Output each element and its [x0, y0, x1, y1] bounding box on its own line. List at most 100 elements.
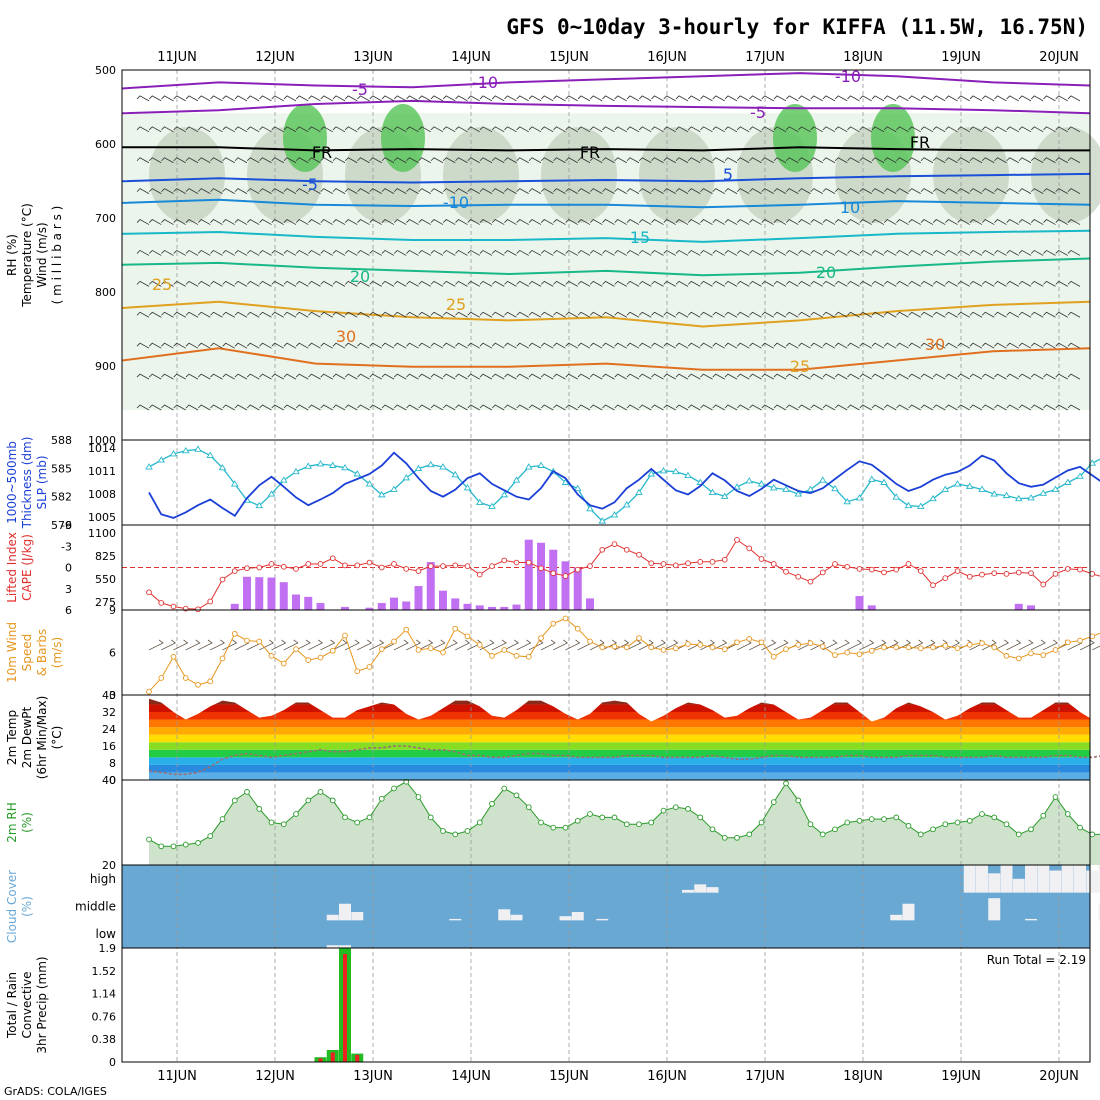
- wind-barb: [687, 311, 701, 318]
- rh-point: [697, 814, 704, 821]
- wind-barb: [1067, 311, 1081, 318]
- x-day-label-top: 15JUN: [549, 50, 589, 65]
- wind-barb: [712, 219, 725, 225]
- wind-barb: [479, 280, 493, 287]
- wind-barb: [210, 249, 223, 256]
- wind-barb: [981, 373, 995, 380]
- wind-speed-point: [378, 646, 385, 652]
- thickness-point: [953, 480, 962, 487]
- wind-barb: [1067, 188, 1081, 194]
- isotherm-label: 20: [816, 263, 836, 282]
- isotherm-label: 20: [350, 267, 370, 286]
- wind-barb: [540, 311, 554, 318]
- isotherm-line: [122, 146, 1090, 152]
- wind-barb: [969, 373, 983, 380]
- wind-barb: [259, 249, 272, 256]
- wind-barb: [602, 188, 615, 194]
- wind-barb: [259, 280, 272, 287]
- wind-barb: [430, 373, 444, 380]
- wind-barb: [749, 373, 762, 380]
- wind-barb: [773, 342, 787, 349]
- wind-barb: [516, 249, 529, 256]
- wind-barb: [981, 342, 995, 349]
- wind-barb: [344, 249, 358, 256]
- cape-bar: [855, 596, 864, 610]
- slp-line: [148, 451, 1100, 519]
- wind-barb: [1006, 126, 1019, 133]
- wind-barb: [847, 280, 860, 287]
- wind-speed-point: [979, 640, 985, 647]
- wind-barb: [908, 188, 921, 194]
- wind-barb: [1043, 126, 1056, 133]
- wind-barb: [332, 404, 346, 411]
- wind-barb: [357, 373, 370, 380]
- thickness-point: [867, 475, 876, 482]
- rh-field-saturated-blob: [773, 104, 817, 172]
- wind-speed-point: [917, 645, 924, 652]
- wind-barb: [773, 404, 787, 411]
- thickness-point: [206, 451, 215, 458]
- rh-field-saturated-blob: [381, 104, 425, 172]
- wind-speed-point: [819, 643, 826, 650]
- wind-barb: [234, 157, 248, 164]
- lifted-index-point: [856, 566, 863, 572]
- wind-panel-title: Speed: [20, 634, 34, 672]
- wind-barb: [271, 188, 284, 194]
- lifted-index-point: [599, 546, 606, 553]
- thickness-point: [586, 504, 594, 512]
- wind-barb: [406, 157, 419, 164]
- wind-speed-point: [611, 643, 618, 650]
- wind-barb: [479, 342, 493, 349]
- rh-point: [182, 841, 189, 848]
- wind-barb: [491, 249, 505, 256]
- wind-barb: [626, 157, 640, 164]
- wind-barb: [908, 404, 921, 411]
- cape-right-tick-label: 275: [95, 596, 116, 609]
- wind-barb: [871, 404, 885, 411]
- wind-barb: [246, 404, 260, 411]
- wind-barb: [1030, 342, 1044, 349]
- lifted-index-point: [758, 556, 765, 562]
- rh-point: [158, 843, 165, 850]
- wind-barb: [455, 373, 468, 380]
- thickness-point: [659, 467, 668, 474]
- wind-panel-title: & Barbs: [35, 629, 49, 677]
- wind-barb: [553, 95, 566, 102]
- wind-barb: [259, 126, 272, 133]
- wind-barb: [626, 188, 640, 194]
- cape-bar: [230, 603, 239, 610]
- wind-barb: [994, 404, 1007, 411]
- cape-bar: [1014, 603, 1023, 610]
- wind-barb: [479, 188, 493, 194]
- wind-barb: [197, 342, 211, 349]
- lifted-index-point: [219, 576, 226, 583]
- wind-barb: [148, 157, 162, 164]
- wind-barb: [430, 219, 444, 225]
- wind-barb: [430, 157, 444, 164]
- wind-barb: [896, 95, 909, 102]
- wind-barb: [467, 188, 480, 194]
- lifted-index-point: [844, 563, 851, 570]
- wind-barb: [210, 219, 223, 225]
- wind-barb: [246, 95, 260, 102]
- wind-barb: [785, 219, 799, 225]
- thickness-point: [782, 485, 790, 492]
- lifted-index-point: [476, 571, 483, 578]
- slp-right-tick-label: 1005: [88, 511, 116, 524]
- wind-barb: [700, 95, 713, 102]
- wind-barb: [859, 342, 872, 349]
- run-total-label: Run Total = 2.19: [987, 953, 1086, 967]
- temp-panel-title: (°C): [50, 726, 64, 750]
- wind-barb: [675, 157, 689, 164]
- wind-barb: [749, 126, 762, 133]
- rh-point: [170, 843, 177, 850]
- rh-point: [636, 821, 642, 828]
- surface-wind-barb: [210, 639, 226, 651]
- wind-barb: [528, 188, 542, 194]
- wind-barb: [1006, 311, 1019, 318]
- wind-barb: [773, 219, 787, 225]
- x-day-label-top: 17JUN: [745, 50, 785, 65]
- wind-barb: [602, 219, 615, 225]
- wind-barb: [589, 95, 603, 102]
